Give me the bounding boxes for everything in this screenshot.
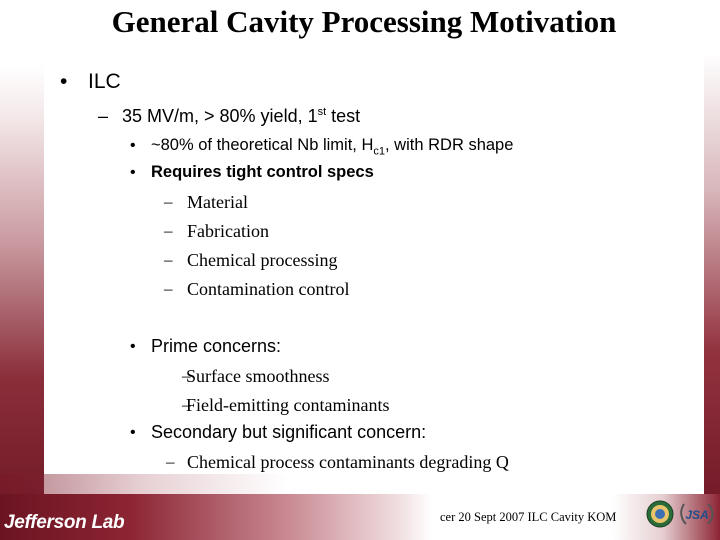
prime-concern-item: Surface smoothness (186, 366, 330, 386)
spec-item: Material (187, 192, 248, 212)
slide-title: General Cavity Processing Motivation (111, 4, 617, 39)
dash-glyph: – (164, 192, 173, 211)
dash-glyph: – (164, 221, 173, 240)
bullet-glyph: • (130, 137, 136, 154)
secondary-concern-label: Secondary but significant concern: (151, 422, 427, 442)
sub-bullet-nb-limit: ~80% of theoretical Nb limit, Hc1, with … (151, 136, 514, 158)
dash-glyph: – (98, 106, 109, 126)
prime-concern-item: Field-emitting contaminants (186, 395, 390, 415)
left-decor-bar (0, 0, 44, 540)
dash-glyph: – (164, 250, 173, 269)
bullet-glyph: • (60, 70, 68, 93)
jsa-logo-text: JSA (685, 508, 708, 522)
sub-bullet-control-specs: Requires tight control specs (151, 163, 374, 181)
jsa-logo-icon: JSA (680, 503, 714, 525)
prime-concerns-label: Prime concerns: (151, 336, 282, 356)
bullet-ilc: ILC (88, 70, 121, 93)
spec-item: Chemical processing (187, 250, 338, 270)
doe-seal-icon (646, 500, 674, 528)
jefferson-lab-logo: Jefferson Lab (4, 512, 125, 533)
bullet-glyph: • (130, 164, 136, 181)
spec-item: Fabrication (187, 221, 269, 241)
footer-text: cer 20 Sept 2007 ILC Cavity KOM (440, 510, 617, 524)
bottom-band-glow (0, 474, 720, 494)
dash-glyph: – (182, 395, 191, 414)
dash-glyph: – (164, 279, 173, 298)
bottom-decor-band (0, 494, 720, 540)
spec-item: Contamination control (187, 279, 350, 299)
bullet-glyph: • (130, 424, 136, 441)
bullet-glyph: • (130, 338, 136, 355)
dash-glyph: – (166, 452, 175, 471)
item-gradient-yield: 35 MV/m, > 80% yield, 1st test (122, 106, 361, 126)
secondary-concern-item: Chemical process contaminants degrading … (187, 452, 509, 472)
right-decor-bar (704, 0, 720, 540)
dash-glyph: – (182, 366, 191, 385)
